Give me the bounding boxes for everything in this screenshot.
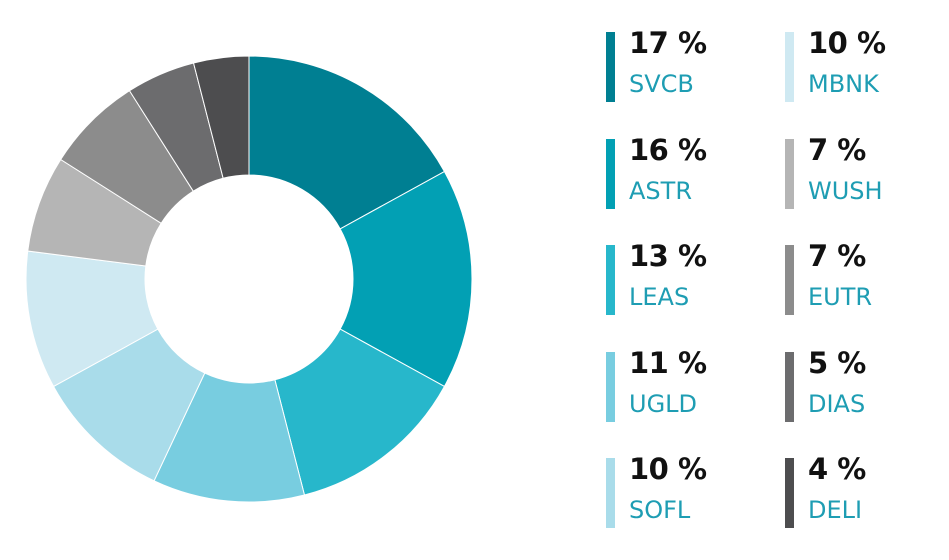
legend-label: EUTR <box>808 283 873 311</box>
legend-value: 16 % <box>629 132 707 167</box>
legend-value: 7 % <box>808 239 866 273</box>
legend-value: 10 % <box>629 452 707 486</box>
legend-value: 17 % <box>629 26 707 60</box>
legend-swatch <box>606 458 615 528</box>
slice-deli <box>192 55 250 179</box>
legend-item-eutr: 7 % EUTR <box>785 239 945 315</box>
legend-swatch <box>785 32 794 102</box>
legend-item-ugld: 11 % UGLD <box>606 346 766 422</box>
legend-value: 10 % <box>808 26 886 60</box>
legend-swatch <box>606 32 615 102</box>
legend-swatch <box>785 138 794 209</box>
slice-leas <box>274 328 446 496</box>
legend-label: MBNK <box>808 70 879 98</box>
legend-item-mbnk: 10 % MBNK <box>785 26 945 102</box>
legend-label: SOFL <box>629 496 691 524</box>
legend-item-leas: 13 % LEAS <box>606 239 766 315</box>
legend-swatch <box>785 351 794 422</box>
legend-value: 11 % <box>629 345 707 380</box>
legend-item-svcb: 17 % SVCB <box>606 26 766 102</box>
legend-swatch <box>606 138 615 209</box>
legend-value: 7 % <box>808 132 866 167</box>
legend-swatch <box>785 458 794 528</box>
legend-item-deli: 4 % DELI <box>785 452 945 528</box>
slice-astr <box>339 170 473 388</box>
legend-item-wush: 7 % WUSH <box>785 133 945 209</box>
legend-item-sofl: 10 % SOFL <box>606 452 766 528</box>
legend-label: UGLD <box>629 389 698 418</box>
legend-label: ASTR <box>629 176 692 205</box>
legend-label: SVCB <box>629 70 694 98</box>
legend-label: DELI <box>808 496 863 524</box>
legend-value: 13 % <box>629 239 707 273</box>
legend-swatch <box>606 351 615 422</box>
legend-swatch <box>785 245 794 315</box>
legend-label: WUSH <box>808 176 883 205</box>
legend-value: 5 % <box>808 345 866 380</box>
legend-item-dias: 5 % DIAS <box>785 346 945 422</box>
legend-label: LEAS <box>629 283 690 311</box>
legend-label: DIAS <box>808 389 866 418</box>
slice-svcb <box>248 55 446 230</box>
legend-value: 4 % <box>808 452 866 486</box>
legend-item-astr: 16 % ASTR <box>606 133 766 209</box>
legend-swatch <box>606 245 615 315</box>
